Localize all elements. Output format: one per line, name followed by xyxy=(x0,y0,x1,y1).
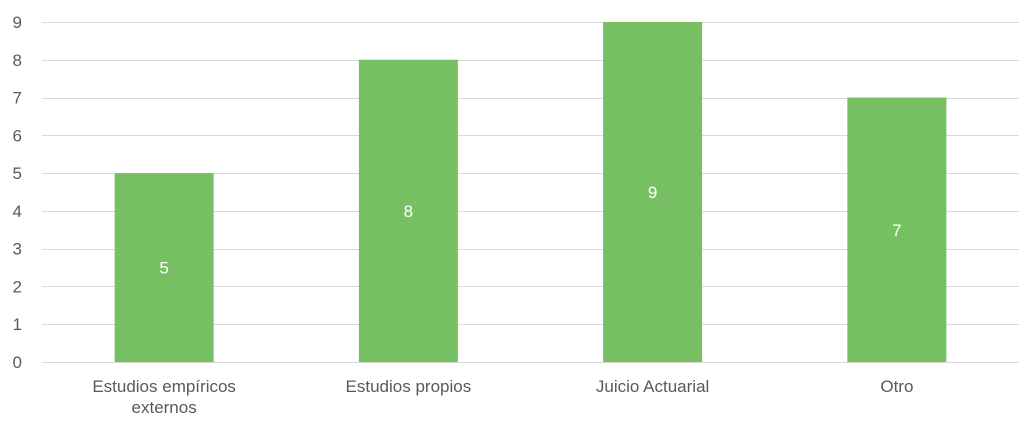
y-tick-label: 0 xyxy=(13,353,22,372)
y-tick-label: 3 xyxy=(13,240,22,259)
y-tick-label: 5 xyxy=(13,164,22,183)
x-tick-label: Otro xyxy=(880,377,913,396)
y-tick-label: 6 xyxy=(13,126,22,145)
data-label: 5 xyxy=(159,259,168,278)
data-label: 8 xyxy=(404,202,413,221)
y-tick-label: 4 xyxy=(13,202,22,221)
x-tick-label: Estudios propios xyxy=(346,377,472,396)
data-label: 9 xyxy=(648,183,657,202)
y-tick-label: 1 xyxy=(13,315,22,334)
x-tick-label: Juicio Actuarial xyxy=(596,377,709,396)
y-tick-label: 2 xyxy=(13,277,22,296)
y-tick-label: 8 xyxy=(13,51,22,70)
x-tick-label: externos xyxy=(132,398,197,417)
x-axis-tick-labels: Estudios empíricos externos Estudios propi… xyxy=(92,377,913,417)
data-label: 7 xyxy=(892,221,901,240)
data-labels: 5 8 9 7 xyxy=(159,183,901,278)
y-tick-label: 9 xyxy=(13,13,22,32)
x-tick-label: Estudios empíricos xyxy=(92,377,236,396)
y-axis-tick-labels: 0 1 2 3 4 5 6 7 8 9 xyxy=(13,13,22,372)
y-tick-label: 7 xyxy=(13,89,22,108)
bars xyxy=(115,22,947,362)
